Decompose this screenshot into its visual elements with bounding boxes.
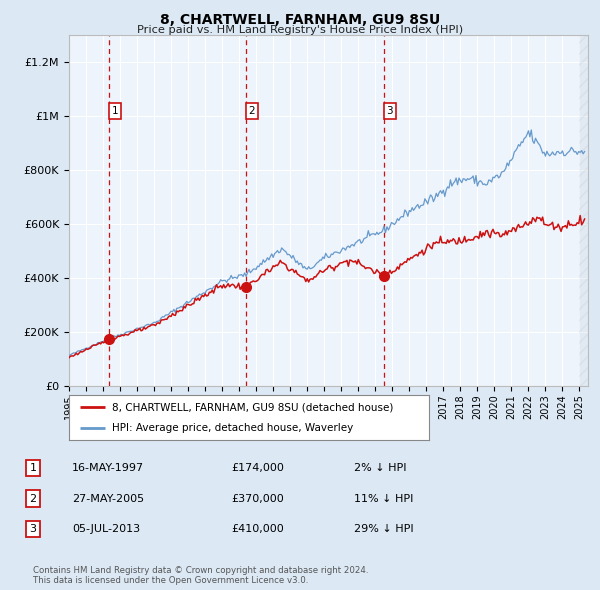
Text: HPI: Average price, detached house, Waverley: HPI: Average price, detached house, Wave… bbox=[112, 422, 353, 432]
Text: 27-MAY-2005: 27-MAY-2005 bbox=[72, 494, 144, 503]
Text: £174,000: £174,000 bbox=[231, 463, 284, 473]
Text: £410,000: £410,000 bbox=[231, 525, 284, 534]
Text: Price paid vs. HM Land Registry's House Price Index (HPI): Price paid vs. HM Land Registry's House … bbox=[137, 25, 463, 35]
Text: £370,000: £370,000 bbox=[231, 494, 284, 503]
Text: 29% ↓ HPI: 29% ↓ HPI bbox=[354, 525, 413, 534]
Text: 05-JUL-2013: 05-JUL-2013 bbox=[72, 525, 140, 534]
Text: 8, CHARTWELL, FARNHAM, GU9 8SU (detached house): 8, CHARTWELL, FARNHAM, GU9 8SU (detached… bbox=[112, 402, 394, 412]
Text: 2: 2 bbox=[248, 106, 256, 116]
Text: 2% ↓ HPI: 2% ↓ HPI bbox=[354, 463, 407, 473]
Bar bbox=[580, 35, 588, 386]
Text: 16-MAY-1997: 16-MAY-1997 bbox=[72, 463, 144, 473]
Text: 3: 3 bbox=[386, 106, 393, 116]
Text: Contains HM Land Registry data © Crown copyright and database right 2024.
This d: Contains HM Land Registry data © Crown c… bbox=[33, 566, 368, 585]
Text: 11% ↓ HPI: 11% ↓ HPI bbox=[354, 494, 413, 503]
Text: 8, CHARTWELL, FARNHAM, GU9 8SU: 8, CHARTWELL, FARNHAM, GU9 8SU bbox=[160, 13, 440, 27]
Text: 1: 1 bbox=[29, 463, 37, 473]
Text: 3: 3 bbox=[29, 525, 37, 534]
Text: 1: 1 bbox=[112, 106, 119, 116]
Text: 2: 2 bbox=[29, 494, 37, 503]
